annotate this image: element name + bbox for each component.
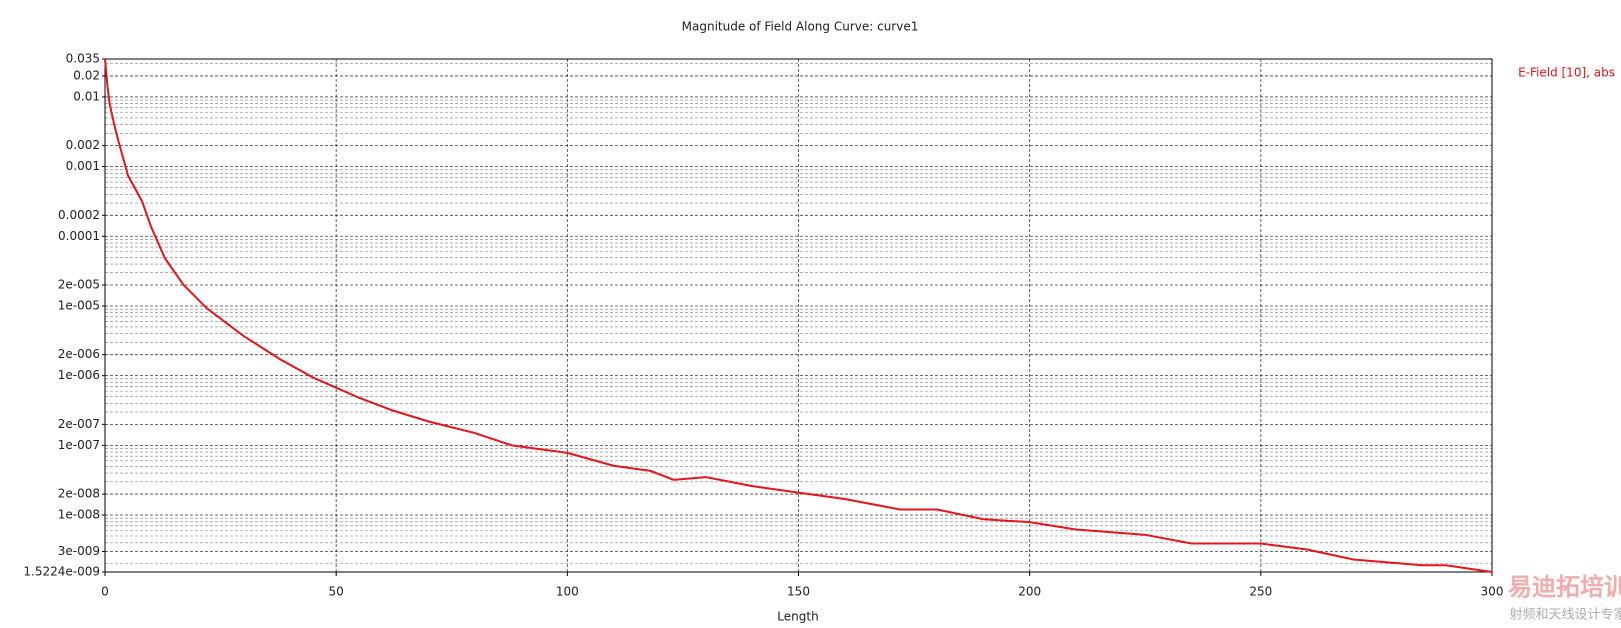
y-tick-label: 1e-006 [58,368,100,382]
legend-entry: E-Field [10], abs [1518,66,1615,80]
y-tick-label: 0.001 [66,159,100,173]
y-tick-label: 1e-008 [58,508,100,522]
x-tick-label: 50 [329,585,344,599]
y-tick-label: 2e-007 [58,417,100,431]
watermark: 易迪拓培训 [1508,573,1621,601]
y-tick-label: 0.002 [66,138,100,152]
watermark: 射频和天线设计专家 [1509,607,1621,623]
x-axis-label: Length [777,610,818,624]
y-tick-label: 2e-005 [58,277,100,291]
x-tick-label: 200 [1018,585,1041,599]
y-tick-label: 2e-008 [58,487,100,501]
x-tick-label: 0 [101,585,109,599]
y-tick-label: 3e-009 [58,544,100,558]
y-tick-label: 1e-007 [58,438,100,452]
x-tick-label: 150 [787,585,810,599]
chart-title: Magnitude of Field Along Curve: curve1 [682,20,919,34]
plot-frame [104,58,1493,573]
y-tick-label: 0.035 [66,52,100,66]
y-tick-label: 1e-005 [58,298,100,312]
y-tick-label: 1.5224e-009 [23,565,100,579]
y-tick-label: 0.0001 [58,229,100,243]
x-tick-label: 250 [1249,585,1272,599]
y-tick-label: 0.02 [73,68,100,82]
data-line [104,58,1493,573]
x-tick-label: 100 [556,585,579,599]
y-tick-label: 2e-006 [58,347,100,361]
y-tick-label: 0.0002 [58,208,100,222]
y-tick-label: 0.01 [73,89,100,103]
x-tick-label: 300 [1481,585,1504,599]
